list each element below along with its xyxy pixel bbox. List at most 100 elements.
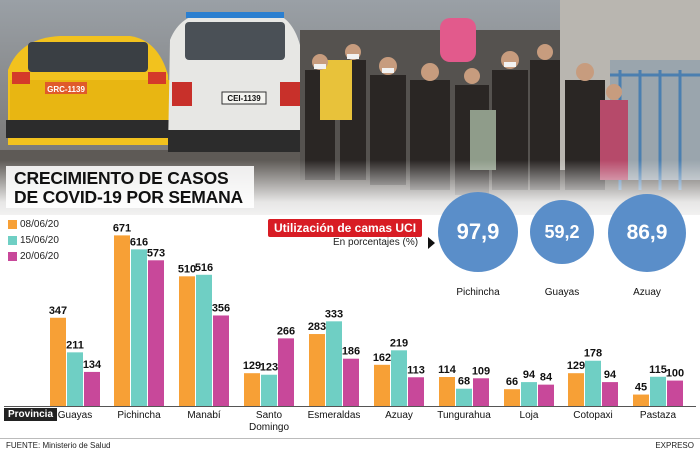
province-axis-tag: Provincia <box>4 408 58 421</box>
bar-guayas-1 <box>67 352 83 406</box>
police-plate: CEI-1139 <box>227 94 261 103</box>
bar-pastaza-2 <box>667 380 683 406</box>
bar-value-label: 283 <box>308 321 326 333</box>
bar-manabí-2 <box>213 315 229 406</box>
bar-value-label: 616 <box>130 236 148 248</box>
bar-tungurahua-2 <box>473 378 489 406</box>
chart-baseline <box>4 406 696 407</box>
category-label: Azuay <box>385 410 413 421</box>
footer-rule <box>0 438 700 439</box>
taxi-plate: GRC-1139 <box>47 85 85 94</box>
bar-esmeraldas-0 <box>309 334 325 406</box>
bar-cotopaxi-1 <box>585 360 601 406</box>
bar-value-label: 671 <box>113 222 131 234</box>
uci-label: Pichincha <box>456 287 500 298</box>
bar-value-label: 186 <box>342 346 360 358</box>
bar-value-label: 113 <box>407 364 425 376</box>
category-label: Loja <box>520 410 539 421</box>
bar-value-label: 573 <box>147 247 165 259</box>
uci-label: Azuay <box>633 287 661 298</box>
bar-value-label: 516 <box>195 262 213 274</box>
legend-label: 08/06/20 <box>20 218 59 230</box>
title-box: CRECIMIENTO DE CASOS DE COVID-19 POR SEM… <box>6 166 254 208</box>
category-label: Domingo <box>249 422 289 433</box>
brand-name: EXPRESO <box>655 441 694 450</box>
arrow-right-icon <box>428 237 435 249</box>
bar-value-label: 94 <box>604 369 617 381</box>
bar-pastaza-0 <box>633 394 649 406</box>
bar-tungurahua-0 <box>439 377 455 406</box>
uci-label: Guayas <box>544 287 580 298</box>
bar-value-label: 178 <box>584 348 602 360</box>
legend-swatch <box>8 219 17 229</box>
bar-azuay-2 <box>408 377 424 406</box>
taxi-car: GRC-1139 <box>6 36 172 145</box>
uci-bubble-pichincha: 97,9 <box>438 192 518 272</box>
police-car: CEI-1139 <box>168 12 304 152</box>
uci-value: 86,9 <box>626 221 668 244</box>
uci-bubble-azuay: 86,9 <box>608 194 686 272</box>
category-label: Santo <box>256 410 283 421</box>
uci-value: 59,2 <box>544 221 580 242</box>
bar-tungurahua-1 <box>456 388 472 406</box>
bar-santo-domingo-0 <box>244 373 260 406</box>
bar-value-label: 94 <box>523 369 536 381</box>
bar-value-label: 45 <box>635 382 647 394</box>
bar-value-label: 510 <box>178 263 196 275</box>
bar-value-label: 347 <box>49 305 67 317</box>
legend-item: 20/06/20 <box>8 249 59 263</box>
bar-santo-domingo-1 <box>261 374 277 406</box>
bar-value-label: 129 <box>243 360 261 372</box>
category-label: Manabí <box>187 410 221 421</box>
category-label: Esmeraldas <box>308 410 361 421</box>
bar-value-label: 100 <box>666 368 684 380</box>
uci-subtitle: En porcentajes (%) <box>333 237 419 248</box>
category-label: Tungurahua <box>437 410 491 421</box>
bar-value-label: 266 <box>277 325 295 337</box>
bar-value-label: 129 <box>567 360 585 372</box>
bar-azuay-0 <box>374 364 390 406</box>
bar-value-label: 68 <box>458 376 470 388</box>
legend-item: 15/06/20 <box>8 233 59 247</box>
bar-santo-domingo-2 <box>278 338 294 406</box>
bar-value-label: 109 <box>472 365 490 377</box>
category-label: Cotopaxi <box>573 410 612 421</box>
bar-pichincha-0 <box>114 235 130 406</box>
bar-loja-0 <box>504 389 520 406</box>
bar-guayas-2 <box>84 371 100 406</box>
bar-value-label: 66 <box>506 376 518 388</box>
bar-pastaza-1 <box>650 376 666 406</box>
bar-esmeraldas-2 <box>343 358 359 406</box>
source-note: FUENTE: Ministerio de Salud <box>6 441 111 450</box>
uci-bubble-guayas: 59,2 <box>530 200 594 264</box>
bar-cotopaxi-2 <box>602 382 618 406</box>
bar-value-label: 211 <box>66 339 84 351</box>
category-label: Pichincha <box>117 410 161 421</box>
bar-azuay-1 <box>391 350 407 406</box>
legend-swatch <box>8 251 17 261</box>
bar-value-label: 123 <box>260 362 278 374</box>
chart-title-line-1: CRECIMIENTO DE CASOS <box>14 168 229 188</box>
bar-value-label: 114 <box>438 364 457 376</box>
bar-manabí-1 <box>196 274 212 406</box>
bar-value-label: 115 <box>649 364 667 376</box>
bar-esmeraldas-1 <box>326 321 342 406</box>
legend-label: 20/06/20 <box>20 250 59 262</box>
bar-pichincha-1 <box>131 249 147 406</box>
category-label: Guayas <box>58 410 92 421</box>
bar-value-label: 84 <box>540 372 553 384</box>
bar-value-label: 356 <box>212 302 230 314</box>
uci-value: 97,9 <box>456 219 500 244</box>
uci-title: Utilización de camas UCI <box>268 219 423 237</box>
bar-manabí-0 <box>179 276 195 406</box>
legend-swatch <box>8 235 17 245</box>
bar-value-label: 333 <box>325 308 343 320</box>
bar-guayas-0 <box>50 317 66 406</box>
bar-loja-2 <box>538 384 554 406</box>
legend-label: 15/06/20 <box>20 234 59 246</box>
bar-value-label: 219 <box>390 337 408 349</box>
bar-loja-1 <box>521 382 537 406</box>
bar-value-label: 134 <box>83 359 102 371</box>
legend-item: 08/06/20 <box>8 217 59 231</box>
